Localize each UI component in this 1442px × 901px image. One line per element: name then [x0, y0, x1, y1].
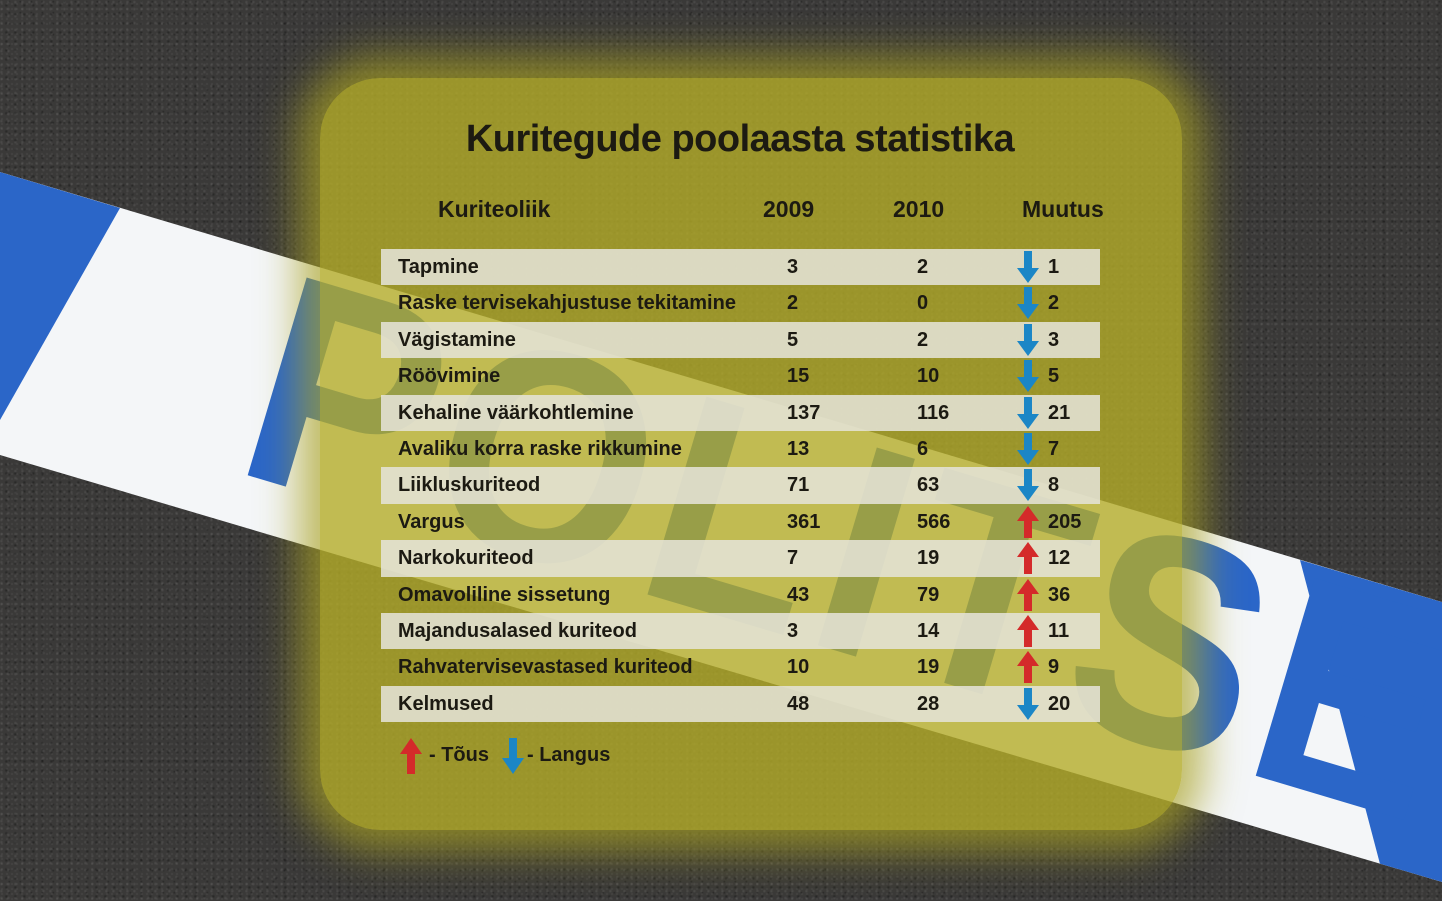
value-2010-cell: 566	[917, 510, 951, 533]
change-cell: 20	[1048, 692, 1071, 715]
table-row: Avaliku korra raske rikkumine 13 6 7	[381, 431, 1100, 467]
change-cell: 9	[1048, 656, 1060, 679]
change-cell: 2	[1048, 292, 1060, 315]
table-row: Narkokuriteod 7 19 12	[381, 540, 1100, 577]
crime-type-cell: Röövimine	[398, 365, 501, 388]
table-row: Raske tervisekahjustuse tekitamine 2 0 2	[381, 285, 1100, 321]
value-2010-cell: 63	[917, 474, 940, 497]
change-cell: 36	[1048, 583, 1071, 606]
table-row: Tapmine 3 2 1	[381, 249, 1100, 286]
down-arrow-icon	[1017, 323, 1039, 356]
value-2009-cell: 2	[787, 292, 799, 315]
crime-type-cell: Tapmine	[398, 256, 479, 278]
header-2009: 2009	[763, 196, 815, 222]
value-2010-cell: 79	[917, 583, 940, 606]
down-arrow-icon	[1017, 287, 1039, 320]
value-2010-cell: 0	[917, 292, 929, 315]
legend-up-label: - Tõus	[429, 744, 489, 766]
up-arrow-icon	[1017, 614, 1039, 647]
crime-type-cell: Kehaline väärkohtlemine	[398, 401, 634, 424]
crime-type-cell: Omavoliline sissetung	[398, 583, 611, 606]
down-arrow-icon	[1017, 251, 1039, 283]
value-2010-cell: 2	[917, 328, 929, 351]
change-cell: 7	[1048, 437, 1060, 460]
down-arrow-icon	[1017, 687, 1039, 720]
change-cell: 12	[1048, 547, 1071, 570]
value-2009-cell: 3	[787, 619, 799, 642]
crime-type-cell: Raske tervisekahjustuse tekitamine	[398, 292, 736, 315]
tape-blue-stripe	[1300, 560, 1442, 882]
table-row: Vargus 361 566 205	[381, 504, 1100, 540]
crime-type-cell: Liikluskuriteod	[398, 474, 541, 497]
change-cell: 3	[1048, 328, 1060, 351]
header-2010: 2010	[893, 196, 945, 222]
value-2009-cell: 71	[787, 474, 810, 497]
change-cell: 11	[1048, 619, 1070, 642]
change-cell: 5	[1048, 365, 1060, 388]
table-row: Rahvatervisevastased kuriteod 10 19 9	[381, 649, 1100, 685]
change-cell: 205	[1048, 510, 1082, 533]
value-2009-cell: 137	[787, 401, 821, 424]
value-2009-cell: 48	[787, 692, 810, 715]
crime-type-cell: Avaliku korra raske rikkumine	[398, 437, 682, 460]
up-arrow-icon	[400, 738, 422, 774]
value-2010-cell: 116	[917, 401, 950, 424]
value-2010-cell: 19	[917, 547, 940, 570]
down-arrow-icon	[502, 738, 524, 774]
table-row: Kelmused 48 28 20	[381, 685, 1100, 723]
table-row: Liikluskuriteod 71 63 8	[381, 467, 1100, 504]
down-arrow-icon	[1017, 432, 1039, 465]
table-row: Vägistamine 5 2 3	[381, 321, 1100, 359]
crime-type-cell: Kelmused	[398, 692, 494, 715]
up-arrow-icon	[1017, 651, 1039, 684]
value-2009-cell: 15	[787, 365, 810, 388]
down-arrow-icon	[1017, 360, 1039, 393]
value-2009-cell: 43	[787, 583, 810, 606]
value-2010-cell: 6	[917, 437, 929, 460]
table-row: Röövimine 15 10 5	[381, 358, 1100, 394]
crime-type-cell: Vägistamine	[398, 328, 516, 351]
value-2010-cell: 10	[917, 365, 940, 388]
value-2009-cell: 7	[787, 547, 799, 570]
change-cell: 8	[1048, 474, 1060, 497]
value-2009-cell: 361	[787, 510, 821, 533]
value-2009-cell: 10	[787, 656, 810, 679]
value-2010-cell: 28	[917, 692, 940, 715]
up-arrow-icon	[1017, 505, 1039, 538]
value-2010-cell: 14	[917, 619, 940, 642]
crime-type-cell: Rahvatervisevastased kuriteod	[398, 656, 693, 679]
up-arrow-icon	[1017, 542, 1039, 575]
up-arrow-icon	[1017, 578, 1039, 611]
table-row: Omavoliline sissetung 43 79 36	[381, 577, 1100, 613]
chart-title: Kuritegude poolaasta statistika	[465, 118, 1015, 160]
down-arrow-icon	[1017, 469, 1039, 502]
crime-type-cell: Narkokuriteod	[398, 547, 534, 570]
value-2009-cell: 13	[787, 437, 810, 460]
change-cell: 1	[1048, 256, 1060, 278]
change-cell: 21	[1048, 401, 1071, 424]
value-2010-cell: 2	[917, 256, 929, 278]
header-muutus: Muutus	[1022, 196, 1104, 222]
value-2010-cell: 19	[917, 656, 940, 679]
table-row: Kehaline väärkohtlemine 137 116 21	[381, 394, 1100, 431]
crime-type-cell: Vargus	[398, 510, 465, 533]
header-kuriteoliik: Kuriteoliik	[438, 196, 551, 222]
table-row: Majandusalased kuriteod 3 14 11	[381, 612, 1100, 650]
value-2009-cell: 5	[787, 328, 799, 351]
legend-down-label: - Langus	[527, 744, 611, 766]
data-table: Tapmine 3 2 1 Raske tervisekahjustuse tekita…	[381, 249, 1100, 723]
crime-type-cell: Majandusalased kuriteod	[398, 619, 637, 642]
value-2009-cell: 3	[787, 256, 799, 278]
down-arrow-icon	[1017, 396, 1039, 429]
tape-blue-stripe	[0, 172, 120, 420]
